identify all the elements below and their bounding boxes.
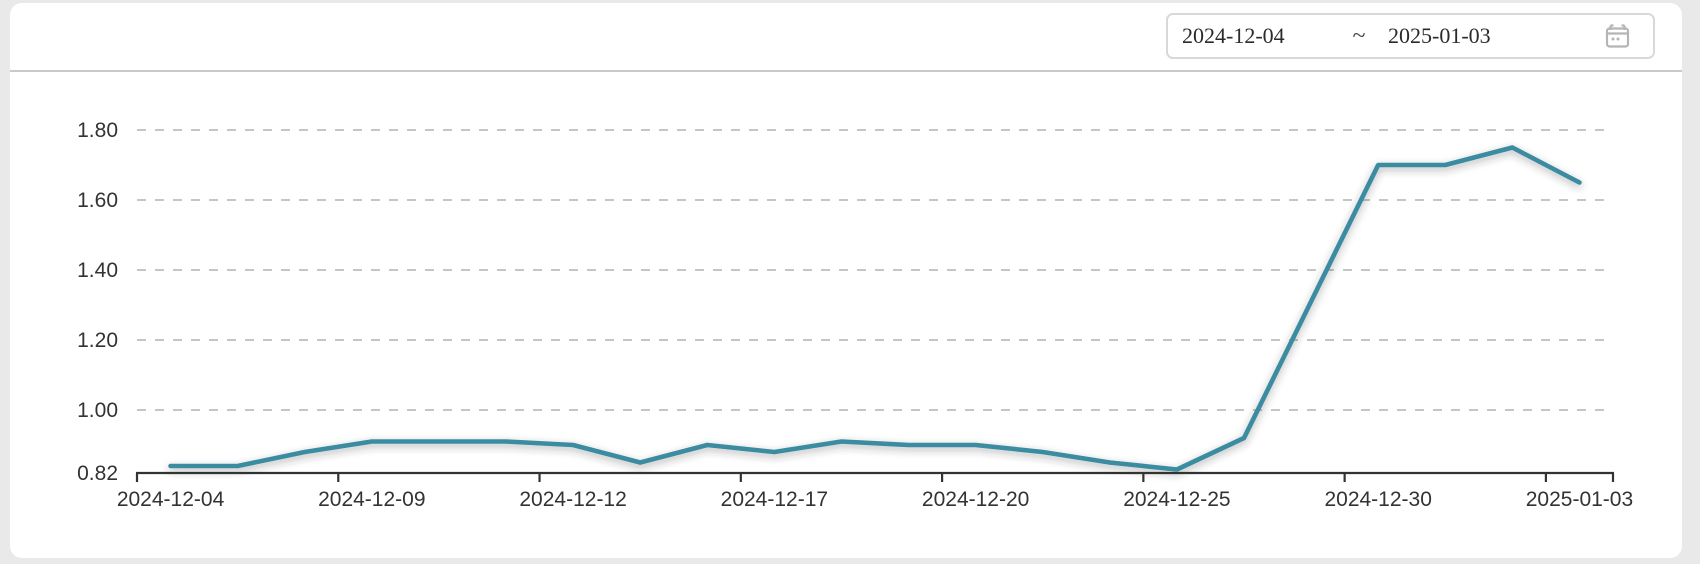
calendar-icon[interactable] [1603,22,1632,51]
panel-card: 2024-12-04 ~ 2025-01-03 [10,3,1682,558]
date-range-separator: ~ [1352,22,1366,49]
end-date-input[interactable]: 2025-01-03 [1388,23,1491,48]
date-range-picker[interactable]: 2024-12-04 ~ 2025-01-03 [1166,13,1655,59]
start-date-input[interactable]: 2024-12-04 [1182,23,1285,48]
header-bar: 2024-12-04 ~ 2025-01-03 [10,3,1682,72]
